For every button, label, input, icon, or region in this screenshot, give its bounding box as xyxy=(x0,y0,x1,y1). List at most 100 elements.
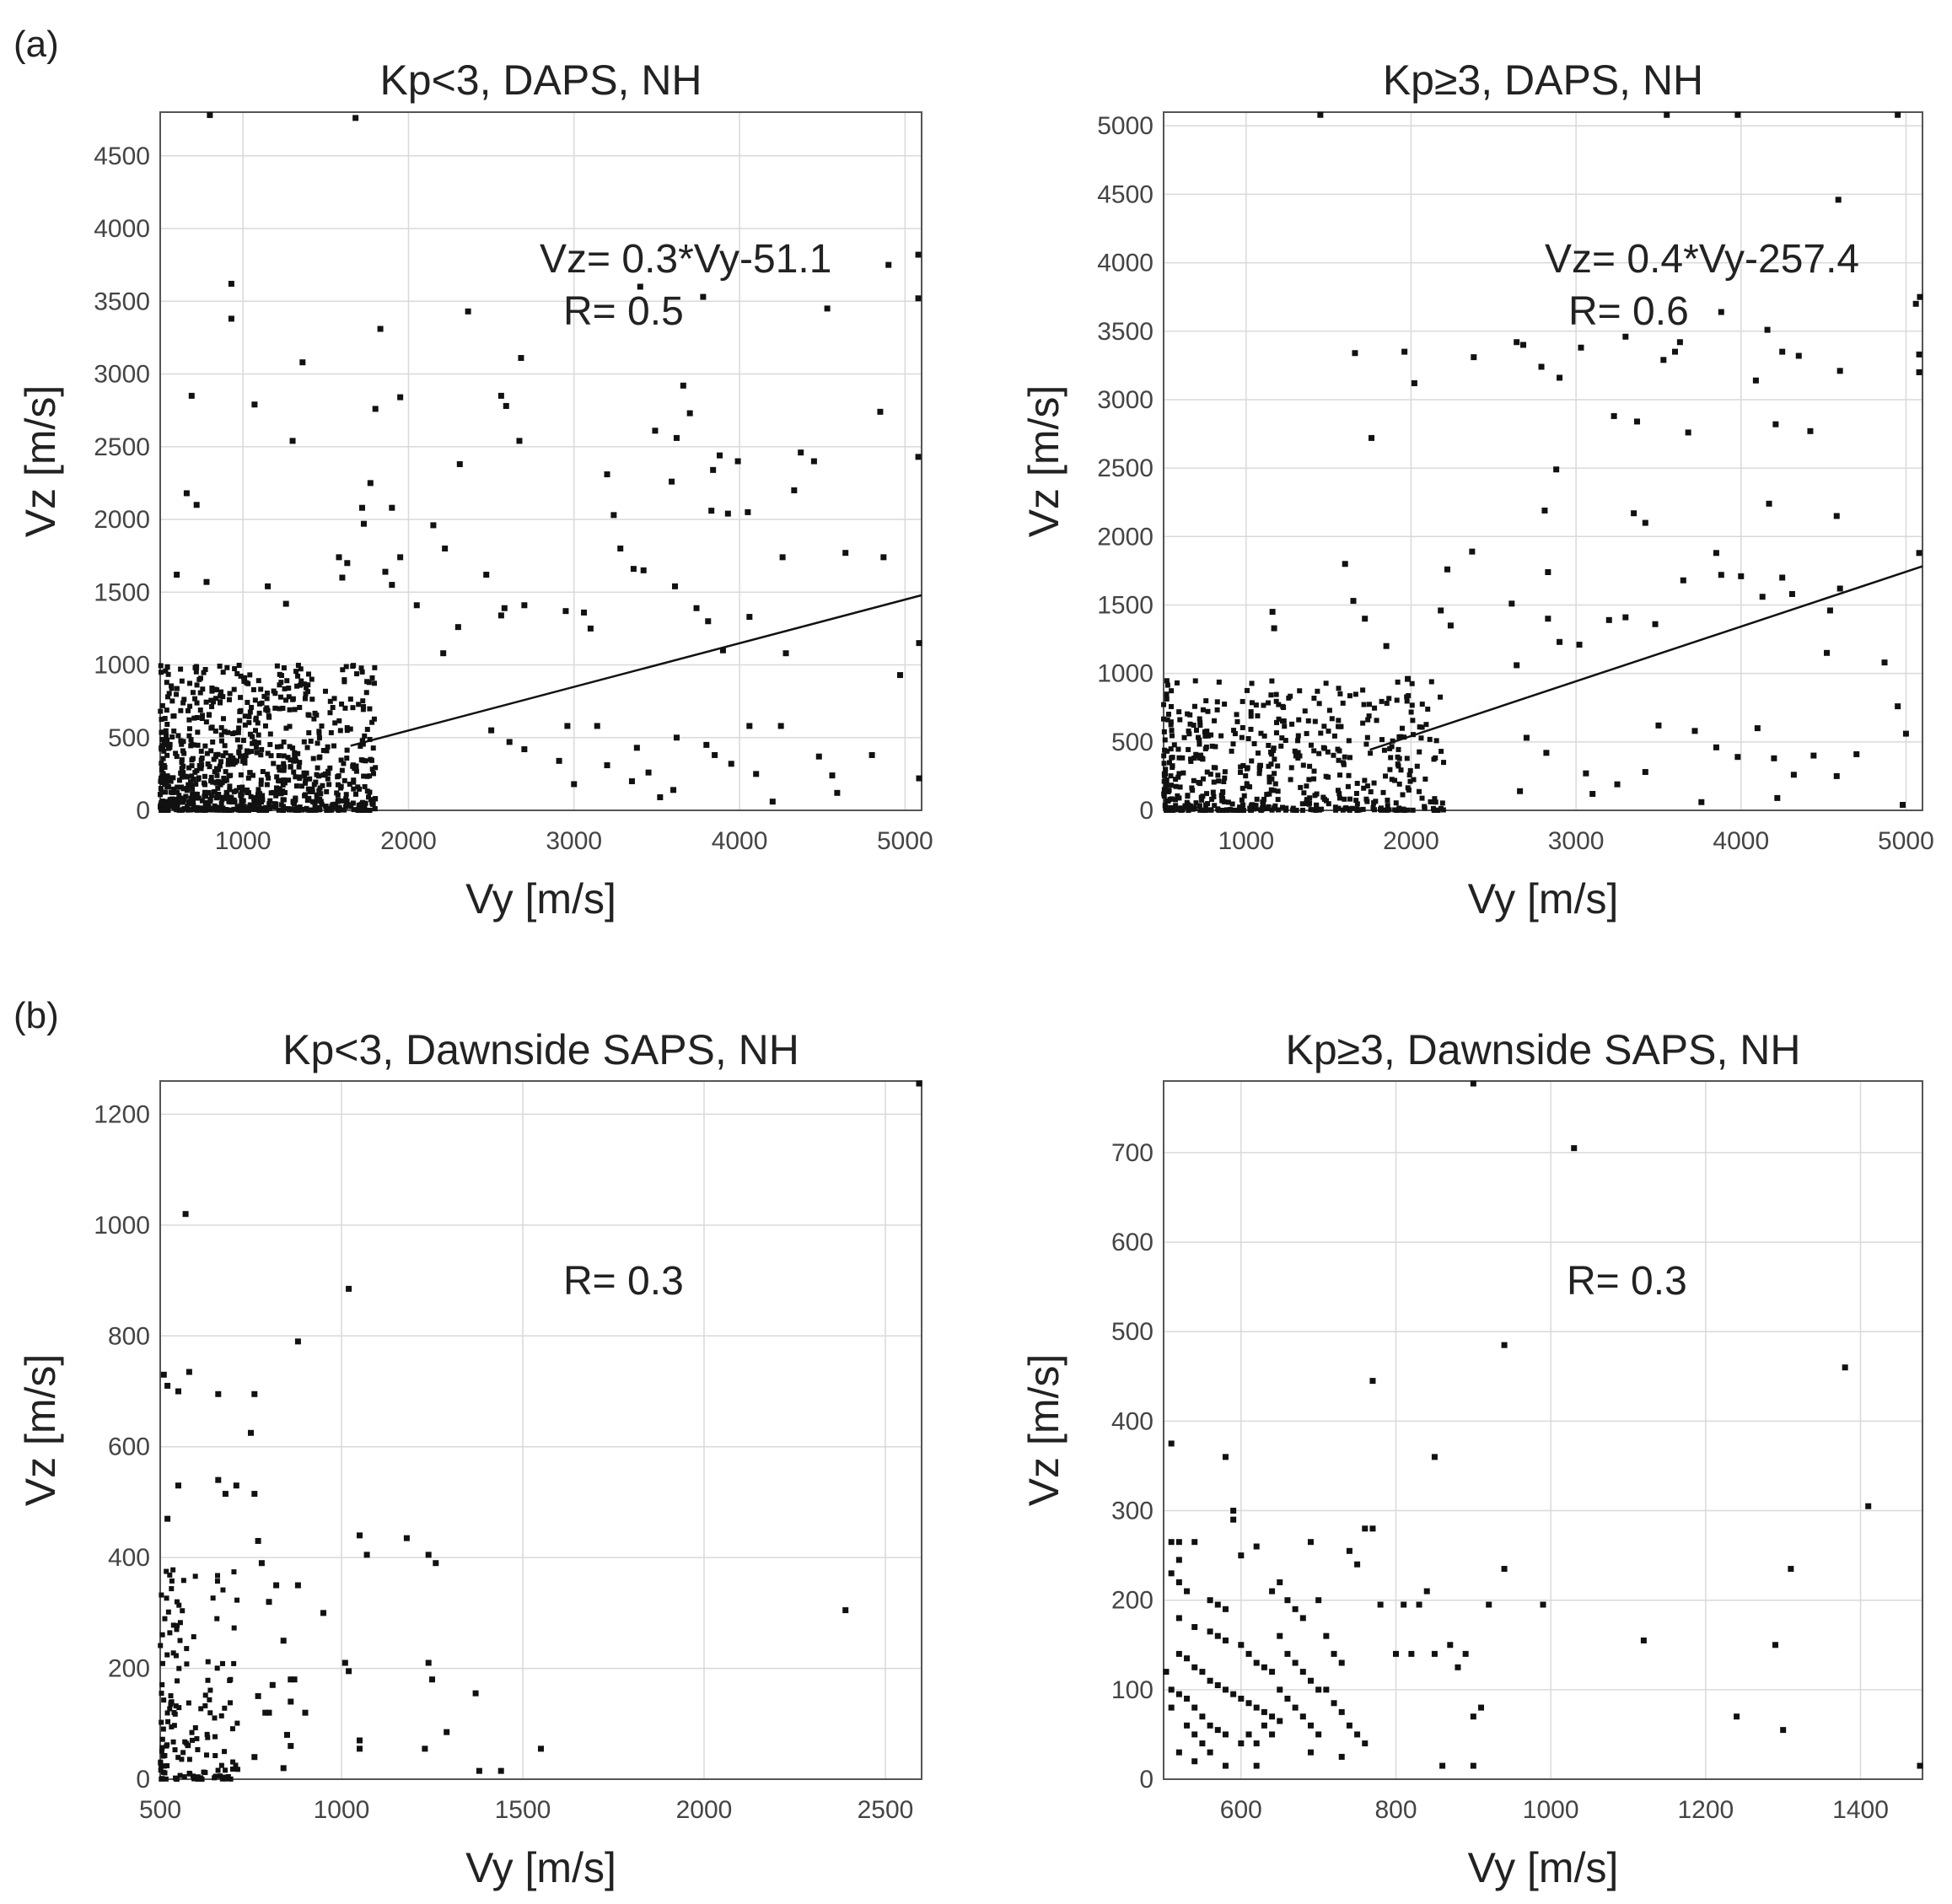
chart-panel-0: 1000 2000 3000 4000 500005001000150020002500… xyxy=(17,56,933,922)
data-point xyxy=(265,583,272,589)
data-point xyxy=(1396,734,1402,740)
data-point xyxy=(1326,729,1331,734)
data-point xyxy=(1168,1686,1175,1693)
data-point xyxy=(371,680,377,686)
data-point xyxy=(226,697,232,702)
data-point xyxy=(223,1767,229,1773)
data-point xyxy=(260,807,266,813)
data-point xyxy=(351,786,357,792)
data-point xyxy=(1180,805,1186,811)
data-point xyxy=(227,787,233,793)
data-point xyxy=(1381,747,1387,753)
data-point xyxy=(1161,761,1167,766)
data-point xyxy=(1175,1749,1182,1756)
data-point xyxy=(1162,737,1168,743)
data-point xyxy=(1222,769,1228,775)
data-point xyxy=(367,706,373,712)
data-point xyxy=(176,1665,182,1671)
data-point xyxy=(1326,801,1331,807)
data-point xyxy=(413,602,420,609)
data-point xyxy=(282,789,288,795)
data-point xyxy=(1269,776,1275,782)
data-point xyxy=(218,759,224,765)
data-point xyxy=(271,761,277,766)
data-point xyxy=(358,665,364,671)
data-point xyxy=(252,697,258,703)
data-point xyxy=(1404,698,1410,704)
data-point xyxy=(367,773,373,779)
data-point xyxy=(294,1582,301,1589)
data-point xyxy=(1652,621,1659,627)
data-point xyxy=(1268,761,1274,767)
data-point xyxy=(159,702,165,708)
y-tick-label: 3000 xyxy=(94,361,150,389)
data-point xyxy=(202,743,208,749)
data-point xyxy=(304,745,310,750)
data-point xyxy=(1352,350,1358,357)
data-point xyxy=(1795,352,1802,359)
data-point xyxy=(610,512,617,519)
data-point xyxy=(320,783,325,788)
x-axis-label: Vy [m/s] xyxy=(465,875,616,922)
chart-panel-3: 600 800 1000 1200 14000100200300400500600700… xyxy=(1020,1026,1923,1891)
data-point xyxy=(1257,762,1263,768)
data-point xyxy=(292,750,298,756)
data-point xyxy=(633,745,640,751)
data-point xyxy=(1314,807,1320,813)
data-point xyxy=(1310,807,1316,813)
data-point xyxy=(1161,716,1167,722)
data-point xyxy=(165,1718,171,1724)
data-point xyxy=(171,729,177,734)
data-point xyxy=(571,781,578,788)
data-point xyxy=(187,807,193,813)
data-point xyxy=(1288,693,1293,699)
data-point xyxy=(1311,748,1317,754)
data-point xyxy=(344,756,350,761)
data-point xyxy=(1238,764,1244,770)
data-point xyxy=(169,1586,175,1592)
data-point xyxy=(1578,344,1584,351)
data-point xyxy=(174,1599,180,1605)
data-point xyxy=(290,745,296,751)
data-point xyxy=(1374,718,1379,723)
data-point xyxy=(186,726,192,732)
data-point xyxy=(465,308,471,315)
data-point xyxy=(196,795,202,801)
data-point xyxy=(305,712,311,718)
data-point xyxy=(161,748,167,754)
data-point xyxy=(306,730,312,736)
data-point xyxy=(1229,748,1234,754)
data-point xyxy=(161,807,167,813)
data-point xyxy=(1326,774,1331,780)
data-point xyxy=(263,807,269,813)
data-point xyxy=(339,701,345,707)
data-point xyxy=(264,690,270,696)
data-point xyxy=(1307,800,1313,806)
data-point xyxy=(236,784,242,790)
data-point xyxy=(1455,1664,1461,1670)
data-point xyxy=(350,800,356,806)
data-point xyxy=(538,1745,544,1752)
data-point xyxy=(1438,749,1444,755)
data-point xyxy=(325,771,331,777)
data-point xyxy=(309,786,315,792)
data-point xyxy=(212,1715,218,1721)
plot-frame xyxy=(159,111,922,811)
data-point xyxy=(293,774,298,780)
data-point xyxy=(1175,1691,1182,1697)
data-point xyxy=(1410,718,1416,723)
data-point xyxy=(842,550,849,557)
data-point xyxy=(284,1731,290,1738)
data-point xyxy=(341,761,347,766)
data-point xyxy=(164,773,170,779)
y-tick-label: 1200 xyxy=(94,1100,150,1128)
data-point xyxy=(169,686,175,691)
data-point xyxy=(251,401,258,408)
data-point xyxy=(180,748,186,754)
data-point xyxy=(363,1552,370,1558)
data-point xyxy=(1392,777,1398,783)
data-point xyxy=(159,1632,165,1638)
data-point xyxy=(195,729,201,735)
data-point xyxy=(810,458,817,465)
data-point xyxy=(190,786,196,792)
